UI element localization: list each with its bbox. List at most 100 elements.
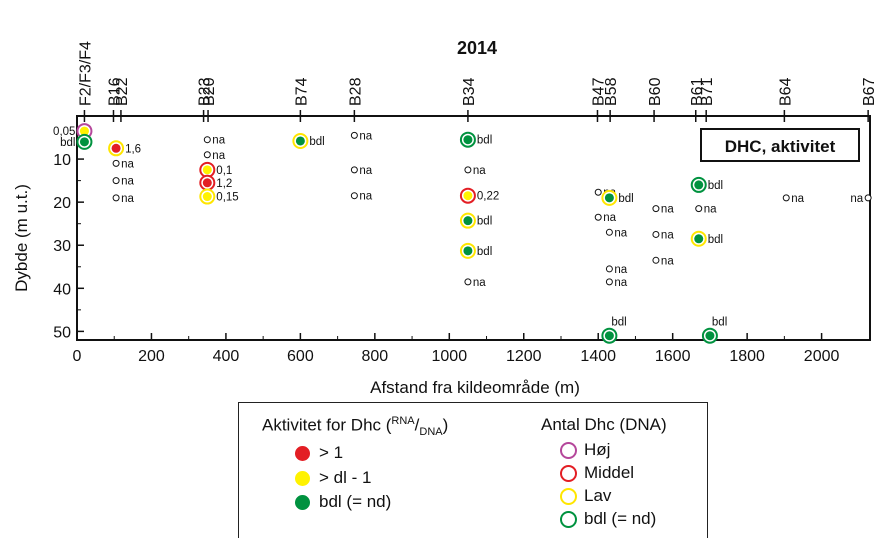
plot-area	[76, 115, 871, 341]
point-label: bdl	[60, 137, 75, 149]
point-na	[594, 188, 602, 196]
point-label: bdl	[611, 317, 626, 329]
point	[604, 193, 614, 203]
point	[463, 135, 473, 145]
point-na	[350, 166, 358, 174]
point-label: na	[121, 176, 134, 188]
point-label: bdl	[712, 317, 727, 329]
point-label: 0,15	[216, 192, 238, 204]
well-label: B60	[647, 77, 664, 106]
point	[202, 165, 212, 175]
point-label: na	[359, 165, 372, 177]
x-axis-label: Afstand fra kildeområde (m)	[370, 378, 580, 397]
point-label: na	[212, 135, 225, 147]
legend-count-item: Lav	[560, 486, 611, 506]
x-tick-label: 800	[361, 348, 388, 365]
well-label: B64	[777, 77, 794, 106]
point	[463, 191, 473, 201]
point-label: na	[661, 229, 674, 241]
well-label: B16	[106, 77, 123, 106]
point-label: bdl	[708, 234, 723, 246]
point-label: na	[661, 204, 674, 216]
legend-activity-title-sup: RNA	[391, 415, 415, 427]
point-na	[864, 194, 872, 202]
green-ring-icon	[560, 510, 577, 528]
point	[694, 180, 704, 190]
well-label: B58	[603, 77, 620, 106]
point	[202, 192, 212, 202]
legend-activity-item: bdl (= nd)	[295, 492, 391, 512]
point-na	[350, 192, 358, 200]
yellow-dot-icon	[295, 470, 310, 486]
point-na	[594, 213, 602, 221]
point	[694, 234, 704, 244]
point-na	[652, 230, 660, 238]
y-tick-label: 30	[53, 238, 71, 255]
x-tick-label: 600	[287, 348, 314, 365]
point-na	[112, 159, 120, 167]
point-label: bdl	[477, 246, 492, 258]
x-tick-label: 1400	[580, 348, 616, 365]
legend-activity-title-sub: DNA	[419, 426, 443, 439]
legend-label: bdl (= nd)	[584, 509, 657, 528]
point	[79, 126, 89, 136]
point-label: na	[603, 212, 616, 224]
point	[705, 331, 715, 341]
well-label: B23	[197, 77, 214, 106]
legend-activity-item: > 1	[295, 443, 343, 463]
point	[202, 178, 212, 188]
legend-count-item: Middel	[560, 463, 634, 483]
point-label: na	[704, 204, 717, 216]
point-na	[203, 136, 211, 144]
point	[295, 136, 305, 146]
legend-label: bdl (= nd)	[319, 492, 392, 511]
point-label: na	[359, 191, 372, 203]
y-axis-label: Dybde (m u.t.)	[12, 184, 31, 292]
y-tick-label: 20	[53, 195, 71, 212]
point-na	[203, 151, 211, 159]
x-tick-label: 200	[138, 348, 165, 365]
legend-label: > 1	[319, 443, 344, 462]
point-label: na	[212, 150, 225, 162]
point-label: na	[121, 158, 134, 170]
well-label: B28	[347, 77, 364, 106]
x-tick-label: 1200	[506, 348, 542, 365]
well-label: B61	[689, 77, 706, 106]
red-dot-icon	[295, 445, 310, 461]
red-ring-icon	[560, 464, 577, 482]
x-tick-label: 2000	[804, 348, 840, 365]
y-tick-label: 50	[53, 324, 71, 341]
point-label: bdl	[477, 135, 492, 147]
point-label: 0,1	[216, 165, 232, 177]
y-tick-label: 40	[53, 281, 71, 298]
legend-activity-title-prefix: Aktivitet for Dhc (	[262, 415, 392, 435]
plot-frame: 0 200 400 600 800 1000 1200 1400 1600 1800 2000 10 2…	[53, 115, 871, 365]
yellow-ring-icon	[560, 487, 577, 505]
well-label: B34	[461, 77, 478, 106]
point-label: bdl	[708, 180, 723, 192]
annotation-box: DHC, aktivitet	[700, 128, 860, 162]
legend-label: Lav	[584, 486, 612, 505]
point-label: 1,6	[125, 143, 141, 155]
x-tick-label: 400	[213, 348, 240, 365]
point-label: 0,05	[53, 126, 75, 138]
legend-label: Middel	[584, 463, 635, 482]
point-na	[112, 177, 120, 185]
legend-count-item: bdl (= nd)	[560, 509, 656, 529]
point-na	[652, 205, 660, 213]
legend-count-item: Høj	[560, 440, 610, 460]
annotation-text: DHC, aktivitet	[725, 137, 836, 156]
point-na	[605, 228, 613, 236]
legend-activity-title: Aktivitet for Dhc (RNA/DNA)	[262, 415, 448, 438]
legend: Aktivitet for Dhc (RNA/DNA) > 1 > dl - 1…	[238, 402, 708, 538]
legend-label: Høj	[584, 440, 611, 459]
point-na	[695, 205, 703, 213]
well-label: B22	[114, 77, 131, 106]
legend-activity-item: > dl - 1	[295, 468, 371, 488]
y-tick-label: 10	[53, 152, 71, 169]
legend-activity-title-suffix: )	[442, 415, 449, 435]
point-label: bdl	[477, 216, 492, 228]
point-na	[112, 194, 120, 202]
